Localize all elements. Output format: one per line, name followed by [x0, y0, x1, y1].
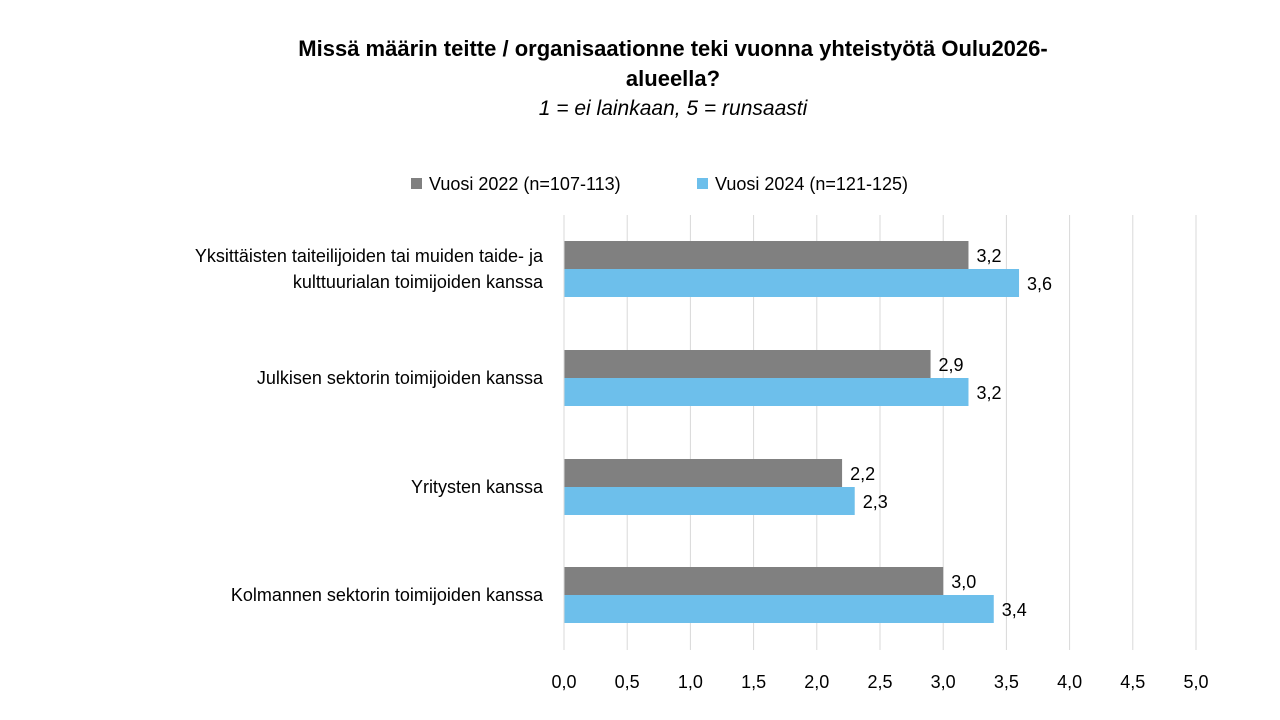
category-label: Yksittäisten taiteilijoiden tai muiden t…	[195, 246, 544, 266]
legend-swatch	[697, 178, 708, 189]
bar	[564, 241, 969, 269]
category-label: Julkisen sektorin toimijoiden kanssa	[257, 368, 544, 388]
data-label: 3,2	[976, 383, 1001, 403]
x-tick-label: 4,0	[1057, 672, 1082, 692]
bar	[564, 378, 969, 406]
data-label: 2,9	[939, 355, 964, 375]
legend-label: Vuosi 2024 (n=121-125)	[715, 174, 908, 194]
bar	[564, 350, 931, 378]
data-label: 3,2	[976, 246, 1001, 266]
legend-label: Vuosi 2022 (n=107-113)	[429, 174, 621, 194]
data-label: 2,2	[850, 464, 875, 484]
chart-title-line-2: alueella?	[625, 66, 721, 91]
x-tick-label: 2,0	[804, 672, 829, 692]
data-label: 3,4	[1002, 600, 1027, 620]
legend-swatch	[411, 178, 422, 189]
category-label: Kolmannen sektorin toimijoiden kanssa	[231, 585, 544, 605]
data-label: 2,3	[863, 492, 888, 512]
x-tick-label: 4,5	[1120, 672, 1145, 692]
category-label: kulttuurialan toimijoiden kanssa	[293, 272, 544, 292]
x-tick-label: 0,5	[615, 672, 640, 692]
chart-subtitle: 1 = ei lainkaan, 5 = runsaasti	[538, 97, 808, 120]
bar	[564, 567, 944, 595]
chart-title-line-1: Missä määrin teitte / organisaationne te…	[298, 36, 1048, 61]
x-tick-label: 1,5	[741, 672, 766, 692]
bar	[564, 487, 855, 515]
data-label: 3,0	[951, 572, 976, 592]
bar	[564, 595, 994, 623]
x-tick-label: 3,0	[931, 672, 956, 692]
x-tick-label: 3,5	[994, 672, 1019, 692]
x-tick-label: 0,0	[551, 672, 576, 692]
x-tick-label: 2,5	[867, 672, 892, 692]
bar	[564, 459, 843, 487]
x-tick-label: 5,0	[1183, 672, 1208, 692]
bar	[564, 269, 1020, 297]
category-label: Yritysten kanssa	[411, 477, 544, 497]
chart-title-block: Missä määrin teitte / organisaationne te…	[0, 34, 1280, 124]
data-label: 3,6	[1027, 274, 1052, 294]
x-tick-label: 1,0	[678, 672, 703, 692]
